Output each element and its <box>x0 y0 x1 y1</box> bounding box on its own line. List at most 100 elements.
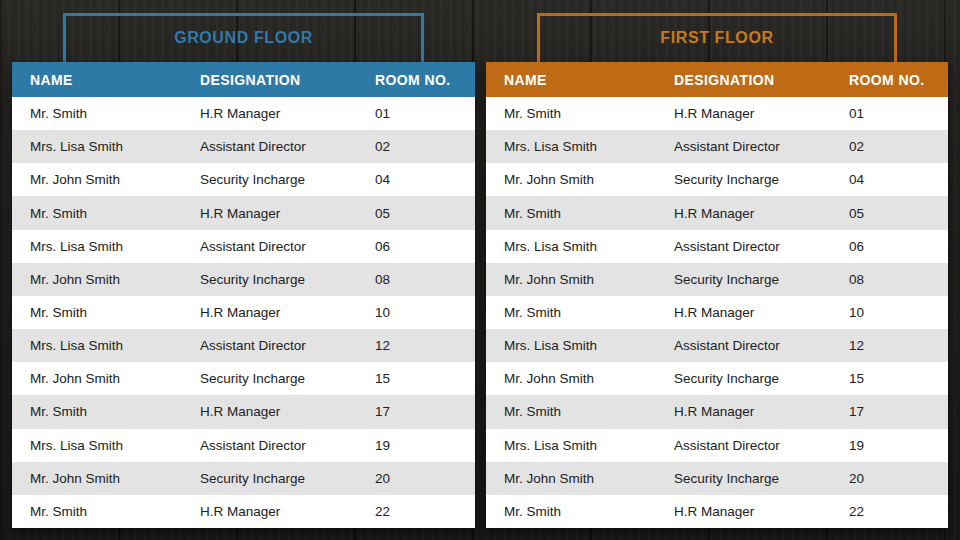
table-cell: H.R Manager <box>200 404 375 419</box>
table-cell: Mr. John Smith <box>30 471 200 486</box>
table-cell: Mrs. Lisa Smith <box>504 139 674 154</box>
table-cell: H.R Manager <box>200 305 375 320</box>
table-cell: Mrs. Lisa Smith <box>504 338 674 353</box>
table-cell: 08 <box>849 272 948 287</box>
column-header: DESIGNATION <box>674 72 849 88</box>
table-row: Mr. John SmithSecurity Incharge15 <box>12 362 475 395</box>
table-row: Mrs. Lisa SmithAssistant Director02 <box>486 130 948 163</box>
table-row: Mrs. Lisa SmithAssistant Director19 <box>486 429 948 462</box>
table-cell: H.R Manager <box>674 106 849 121</box>
table-cell: 02 <box>849 139 948 154</box>
table-cell: 05 <box>375 206 475 221</box>
table-cell: Assistant Director <box>674 139 849 154</box>
column-header: NAME <box>504 72 674 88</box>
table-row: Mr. John SmithSecurity Incharge04 <box>486 163 948 196</box>
table-cell: Mr. Smith <box>30 504 200 519</box>
table-cell: Mr. John Smith <box>504 272 674 287</box>
table-cell: Mrs. Lisa Smith <box>30 338 200 353</box>
column-header: NAME <box>30 72 200 88</box>
table-cell: Mr. Smith <box>504 504 674 519</box>
table-cell: Mr. Smith <box>504 305 674 320</box>
table-cell: H.R Manager <box>200 106 375 121</box>
table-cell: 12 <box>375 338 475 353</box>
table-row: Mr. John SmithSecurity Incharge20 <box>486 462 948 495</box>
ground-floor-title: GROUND FLOOR <box>63 13 424 62</box>
table-cell: 15 <box>375 371 475 386</box>
table-cell: Mrs. Lisa Smith <box>30 139 200 154</box>
table-cell: Security Incharge <box>674 172 849 187</box>
table-cell: 06 <box>849 239 948 254</box>
table-cell: H.R Manager <box>674 504 849 519</box>
table-row: Mr. SmithH.R Manager05 <box>12 196 475 229</box>
table-body: Mr. SmithH.R Manager01Mrs. Lisa SmithAss… <box>486 97 948 528</box>
table-cell: 06 <box>375 239 475 254</box>
table-row: Mr. John SmithSecurity Incharge08 <box>486 263 948 296</box>
table-cell: Assistant Director <box>674 438 849 453</box>
table-cell: Security Incharge <box>200 371 375 386</box>
table-cell: 17 <box>849 404 948 419</box>
table-cell: Mr. Smith <box>30 404 200 419</box>
first-floor-panel: FIRST FLOOR NAMEDESIGNATIONROOM NO. Mr. … <box>486 13 948 528</box>
table-row: Mrs. Lisa SmithAssistant Director19 <box>12 429 475 462</box>
table-row: Mrs. Lisa SmithAssistant Director12 <box>486 329 948 362</box>
table-row: Mr. SmithH.R Manager22 <box>12 495 475 528</box>
first-floor-table: NAMEDESIGNATIONROOM NO. Mr. SmithH.R Man… <box>486 62 948 528</box>
ground-floor-table: NAMEDESIGNATIONROOM NO. Mr. SmithH.R Man… <box>12 62 475 528</box>
table-cell: Mr. John Smith <box>504 172 674 187</box>
table-cell: 22 <box>849 504 948 519</box>
table-cell: 10 <box>375 305 475 320</box>
table-body: Mr. SmithH.R Manager01Mrs. Lisa SmithAss… <box>12 97 475 528</box>
table-cell: Assistant Director <box>674 239 849 254</box>
table-cell: 08 <box>375 272 475 287</box>
table-row: Mrs. Lisa SmithAssistant Director02 <box>12 130 475 163</box>
table-row: Mr. SmithH.R Manager01 <box>12 97 475 130</box>
table-cell: 15 <box>849 371 948 386</box>
table-cell: Mrs. Lisa Smith <box>30 239 200 254</box>
table-cell: Mr. Smith <box>30 106 200 121</box>
table-cell: 04 <box>849 172 948 187</box>
table-cell: 20 <box>375 471 475 486</box>
table-cell: 04 <box>375 172 475 187</box>
table-row: Mr. SmithH.R Manager10 <box>486 296 948 329</box>
table-cell: 05 <box>849 206 948 221</box>
table-row: Mr. SmithH.R Manager22 <box>486 495 948 528</box>
table-row: Mr. SmithH.R Manager17 <box>12 395 475 428</box>
table-cell: Mrs. Lisa Smith <box>504 438 674 453</box>
table-cell: 19 <box>375 438 475 453</box>
table-cell: 02 <box>375 139 475 154</box>
table-cell: Security Incharge <box>200 172 375 187</box>
table-header-row: NAMEDESIGNATIONROOM NO. <box>486 62 948 97</box>
table-row: Mr. SmithH.R Manager05 <box>486 196 948 229</box>
table-cell: 22 <box>375 504 475 519</box>
table-cell: Mrs. Lisa Smith <box>504 239 674 254</box>
table-cell: 12 <box>849 338 948 353</box>
table-row: Mr. John SmithSecurity Incharge08 <box>12 263 475 296</box>
table-row: Mrs. Lisa SmithAssistant Director06 <box>12 230 475 263</box>
table-cell: Mr. John Smith <box>30 172 200 187</box>
table-cell: Security Incharge <box>674 371 849 386</box>
table-row: Mr. SmithH.R Manager10 <box>12 296 475 329</box>
table-cell: Assistant Director <box>200 338 375 353</box>
column-header: ROOM NO. <box>375 72 475 88</box>
table-cell: Security Incharge <box>674 272 849 287</box>
table-cell: Mr. John Smith <box>30 371 200 386</box>
slide-background: GROUND FLOOR NAMEDESIGNATIONROOM NO. Mr.… <box>0 0 960 540</box>
table-cell: Assistant Director <box>200 438 375 453</box>
table-cell: Mr. Smith <box>504 404 674 419</box>
table-cell: Assistant Director <box>200 239 375 254</box>
table-row: Mrs. Lisa SmithAssistant Director06 <box>486 230 948 263</box>
table-cell: Assistant Director <box>674 338 849 353</box>
table-cell: 01 <box>849 106 948 121</box>
table-cell: 19 <box>849 438 948 453</box>
table-cell: Mr. Smith <box>30 206 200 221</box>
table-row: Mr. John SmithSecurity Incharge20 <box>12 462 475 495</box>
table-cell: Security Incharge <box>200 272 375 287</box>
table-cell: H.R Manager <box>674 206 849 221</box>
table-row: Mrs. Lisa SmithAssistant Director12 <box>12 329 475 362</box>
table-cell: H.R Manager <box>200 504 375 519</box>
table-cell: Mr. John Smith <box>504 371 674 386</box>
table-cell: Mr. Smith <box>504 206 674 221</box>
table-cell: H.R Manager <box>200 206 375 221</box>
table-row: Mr. John SmithSecurity Incharge04 <box>12 163 475 196</box>
table-cell: Mr. John Smith <box>504 471 674 486</box>
